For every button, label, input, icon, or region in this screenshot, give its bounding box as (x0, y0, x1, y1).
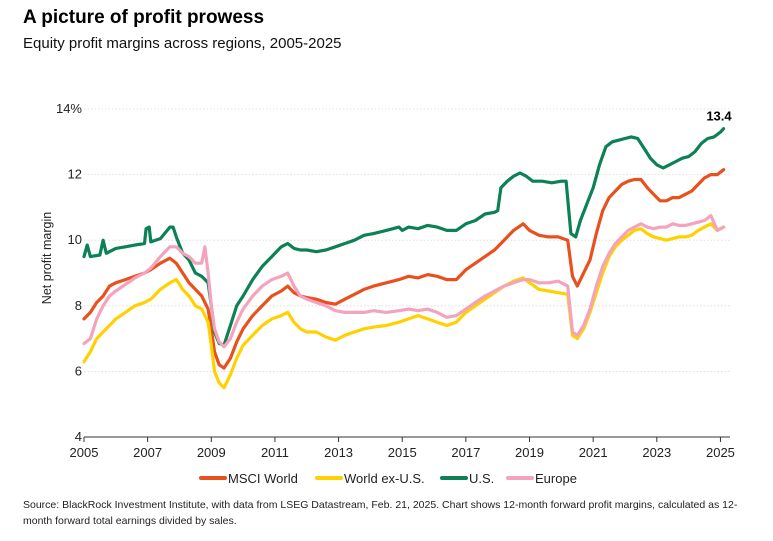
series-line-europe (82, 214, 726, 349)
x-tick-label: 2019 (515, 445, 544, 460)
y-tick-label: 14% (56, 101, 82, 116)
chart-subtitle: Equity profit margins across regions, 20… (23, 35, 342, 52)
legend: MSCI World World ex-U.S. U.S. Europe (199, 471, 577, 486)
annotations: 13.4 (706, 109, 732, 124)
x-tick-label: 2025 (706, 445, 735, 460)
y-tick-label: 6 (75, 363, 82, 378)
x-tick-label: 2017 (451, 445, 480, 460)
annotation-label: 13.4 (706, 109, 732, 124)
x-axis-ticks: 2005 2007 2009 2011 2013 2015 2017 2019 2021 2023… (70, 437, 735, 460)
chart-title: A picture of profit prowess (23, 7, 265, 28)
x-tick-label: 2015 (388, 445, 417, 460)
x-tick-label: 2011 (261, 445, 289, 460)
x-tick-label: 2023 (642, 445, 671, 460)
x-tick-label: 2007 (133, 445, 162, 460)
y-tick-label: 10 (68, 232, 82, 247)
x-tick-label: 2005 (70, 445, 99, 460)
y-axis-label: Net profit margin (40, 212, 54, 304)
series-line-u-s- (82, 127, 726, 347)
x-tick-label: 2009 (197, 445, 226, 460)
series-line-world-ex-u-s- (82, 222, 726, 390)
grid-lines (84, 108, 730, 438)
legend-label: Europe (535, 471, 577, 486)
y-axis-ticks: 4 6 8 10 12 14% (56, 101, 82, 444)
x-tick-label: 2013 (324, 445, 353, 460)
y-tick-label: 4 (75, 429, 82, 444)
series-line-msci-world (82, 168, 726, 370)
legend-label: World ex-U.S. (344, 471, 425, 486)
series-lines (82, 127, 726, 390)
y-tick-label: 12 (68, 167, 82, 182)
legend-label: U.S. (469, 471, 494, 486)
legend-label: MSCI World (228, 471, 298, 486)
y-tick-label: 8 (75, 298, 82, 313)
source-note: Source: BlackRock Investment Institute, … (23, 499, 738, 527)
x-tick-label: 2021 (579, 445, 608, 460)
